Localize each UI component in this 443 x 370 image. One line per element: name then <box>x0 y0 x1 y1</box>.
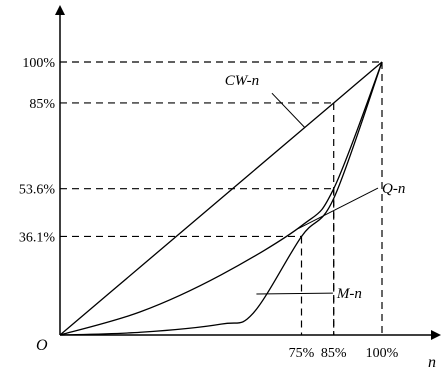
dashed-guides <box>60 61 383 335</box>
y-tick-label-3: 100% <box>22 56 55 71</box>
tick-labels: 36.1% 53.6% 85% 100% 75% 85% 100% <box>19 56 399 361</box>
series-line-0 <box>59 61 383 336</box>
y-tick-label-1: 53.6% <box>19 183 56 198</box>
series-label-0: CW-n <box>225 73 259 89</box>
curve-labels: CW-n Q-n M-n <box>225 73 406 302</box>
leader-line-0 <box>271 92 306 128</box>
x-axis-label: n <box>428 354 436 370</box>
curves <box>59 61 383 336</box>
x-tick-label-1: 85% <box>321 346 347 361</box>
axes <box>55 5 441 340</box>
series-line-2 <box>59 61 383 336</box>
series-label-2: M-n <box>336 286 362 302</box>
x-tick-label-0: 75% <box>289 346 315 361</box>
series-label-1: Q-n <box>382 181 405 197</box>
x-tick-label-2: 100% <box>366 346 399 361</box>
y-tick-label-0: 36.1% <box>19 230 56 245</box>
series-line-1 <box>59 61 383 336</box>
y-tick-label-2: 85% <box>29 97 55 112</box>
leader-line-1 <box>298 187 379 229</box>
origin-label: O <box>36 337 48 354</box>
leader-line-2 <box>256 292 333 295</box>
